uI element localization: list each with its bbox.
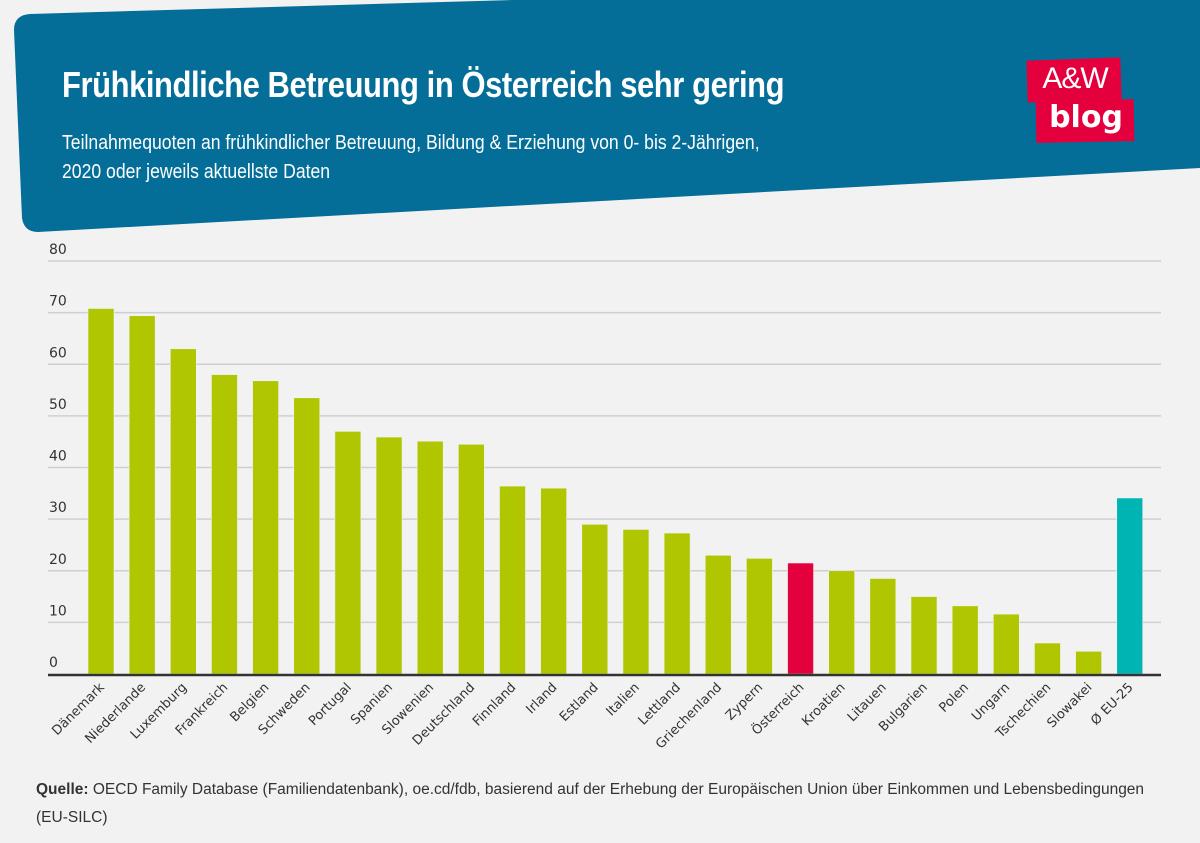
bars — [87, 308, 1144, 675]
bar — [992, 613, 1020, 675]
bar — [622, 529, 650, 675]
y-tick-label: 70 — [49, 294, 67, 310]
bar — [704, 554, 732, 675]
source-note: Quelle: OECD Family Database (Familienda… — [36, 776, 1166, 832]
subtitle-line-1: Teilnahmequoten an frühkindlicher Betreu… — [62, 132, 760, 154]
category-label: Finnland — [470, 680, 519, 729]
logo-text-blog: blog — [1049, 100, 1123, 135]
logo-text-aw: A&W — [1042, 62, 1108, 95]
category-label: Polen — [936, 680, 971, 715]
page-subtitle: Teilnahmequoten an frühkindlicher Betreu… — [62, 129, 760, 187]
y-tick-label: 0 — [49, 655, 58, 671]
bar — [910, 596, 938, 675]
bar — [540, 487, 567, 675]
bar — [746, 558, 773, 675]
subtitle-line-2: 2020 oder jeweils aktuellste Daten — [62, 161, 331, 183]
bar — [211, 374, 238, 675]
category-label: Italien — [604, 680, 643, 719]
bar — [293, 397, 321, 675]
bar — [375, 436, 403, 675]
y-tick-label: 60 — [49, 345, 67, 361]
bar — [128, 315, 156, 675]
category-label: Ø EU-25 — [1088, 680, 1136, 728]
category-label: Portugal — [306, 680, 355, 729]
bar — [663, 532, 691, 675]
y-tick-label: 80 — [49, 242, 67, 258]
category-label: Slowakei — [1044, 680, 1095, 731]
bar — [170, 348, 197, 675]
category-labels: DänemarkNiederlandeLuxemburgFrankreichBe… — [49, 679, 1136, 752]
bar — [869, 578, 897, 675]
bar — [252, 380, 279, 675]
bar-chart: 0 10 20 30 40 50 60 70 80 DänemarkNiederlandeLux… — [48, 242, 1161, 752]
bar — [787, 562, 814, 675]
category-label: Irland — [524, 680, 561, 717]
bar — [416, 440, 444, 675]
y-tick-label: 30 — [49, 500, 67, 516]
bar — [1116, 497, 1144, 675]
y-tick-label: 50 — [49, 397, 67, 413]
bar — [828, 570, 856, 675]
bar — [581, 523, 609, 675]
page-title: Frühkindliche Betreuung in Österreich se… — [62, 64, 785, 105]
category-label: Estland — [557, 680, 602, 725]
bar — [1034, 642, 1061, 675]
bar — [334, 431, 362, 675]
y-tick-label: 10 — [49, 603, 67, 619]
bar — [1075, 650, 1102, 675]
bar — [87, 308, 115, 675]
y-tick-label: 20 — [49, 552, 67, 568]
category-label: Kroatien — [799, 680, 848, 729]
bar — [499, 485, 526, 675]
bar — [458, 443, 485, 675]
y-tick-label: 40 — [49, 449, 67, 465]
source-label: Quelle: — [36, 781, 89, 798]
header-banner — [14, 0, 1200, 232]
source-text: OECD Family Database (Familiendatenbank)… — [36, 781, 1145, 826]
bar — [951, 605, 979, 675]
aw-blog-logo[interactable]: A&W blog — [1024, 56, 1135, 146]
